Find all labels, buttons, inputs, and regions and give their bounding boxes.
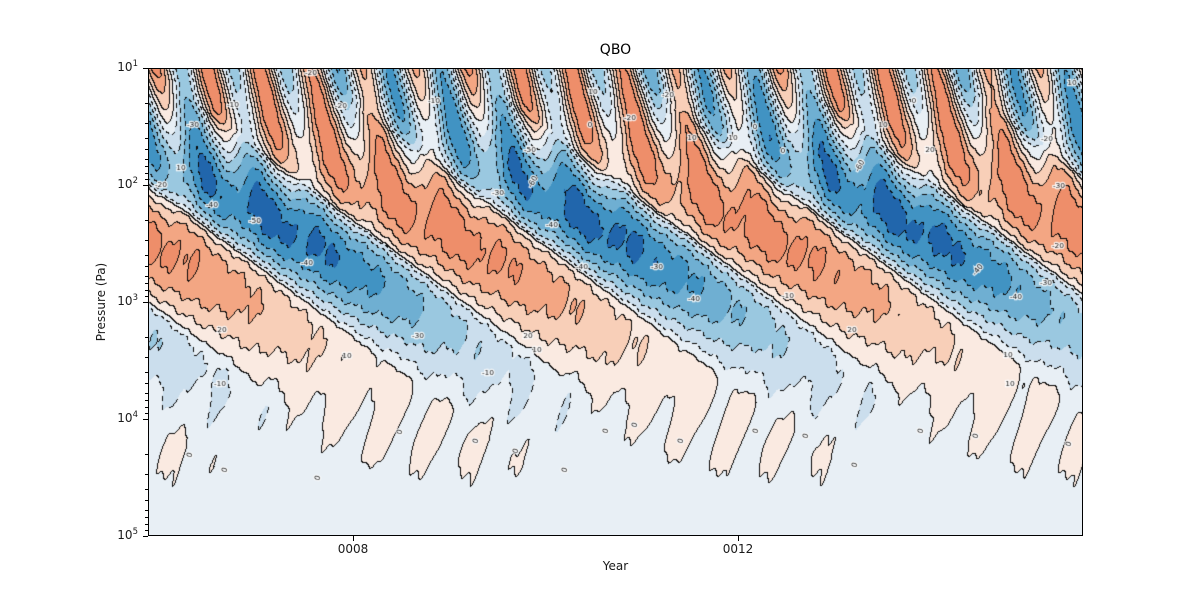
contour-canvas <box>148 68 1083 536</box>
y-tick-label: 102 <box>117 176 138 191</box>
y-minor-tick <box>145 517 148 519</box>
y-major-tick <box>143 418 148 420</box>
y-tick-label: 103 <box>117 293 138 308</box>
y-minor-tick <box>145 383 148 385</box>
y-minor-tick <box>145 371 148 373</box>
x-major-tick <box>737 536 739 541</box>
y-minor-tick <box>145 357 148 359</box>
y-minor-tick <box>145 296 148 298</box>
y-minor-tick <box>145 179 148 181</box>
y-minor-tick <box>145 524 148 526</box>
x-axis-title: Year <box>602 559 629 573</box>
y-minor-tick <box>145 283 148 285</box>
x-tick-label: 0008 <box>337 542 369 556</box>
y-minor-tick <box>145 509 148 511</box>
y-minor-tick <box>145 413 148 415</box>
x-major-tick <box>352 536 354 541</box>
y-minor-tick <box>145 400 148 402</box>
y-tick-label: 101 <box>117 59 138 74</box>
y-minor-tick <box>145 488 148 490</box>
y-minor-tick <box>145 158 148 160</box>
y-minor-tick <box>145 166 148 168</box>
y-minor-tick <box>145 219 148 221</box>
y-tick-label: 105 <box>117 527 138 542</box>
y-major-tick <box>143 184 148 186</box>
y-minor-tick <box>145 149 148 151</box>
y-minor-tick <box>145 336 148 338</box>
y-major-tick <box>143 67 148 69</box>
y-major-tick <box>143 301 148 303</box>
x-tick-label: 0012 <box>722 542 754 556</box>
y-minor-tick <box>145 392 148 394</box>
y-minor-tick <box>145 173 148 175</box>
y-minor-tick <box>145 240 148 242</box>
y-minor-tick <box>145 290 148 292</box>
y-tick-label: 104 <box>117 410 138 425</box>
y-minor-tick <box>145 102 148 104</box>
y-minor-tick <box>145 137 148 139</box>
y-minor-tick <box>145 453 148 455</box>
y-minor-tick <box>145 474 148 476</box>
y-minor-tick <box>145 266 148 268</box>
y-minor-tick <box>145 407 148 409</box>
y-minor-tick <box>145 123 148 125</box>
y-major-tick <box>143 535 148 537</box>
y-minor-tick <box>145 275 148 277</box>
chart-title: QBO <box>599 42 632 58</box>
y-minor-tick <box>145 254 148 256</box>
y-minor-tick <box>145 500 148 502</box>
y-minor-tick <box>145 530 148 532</box>
